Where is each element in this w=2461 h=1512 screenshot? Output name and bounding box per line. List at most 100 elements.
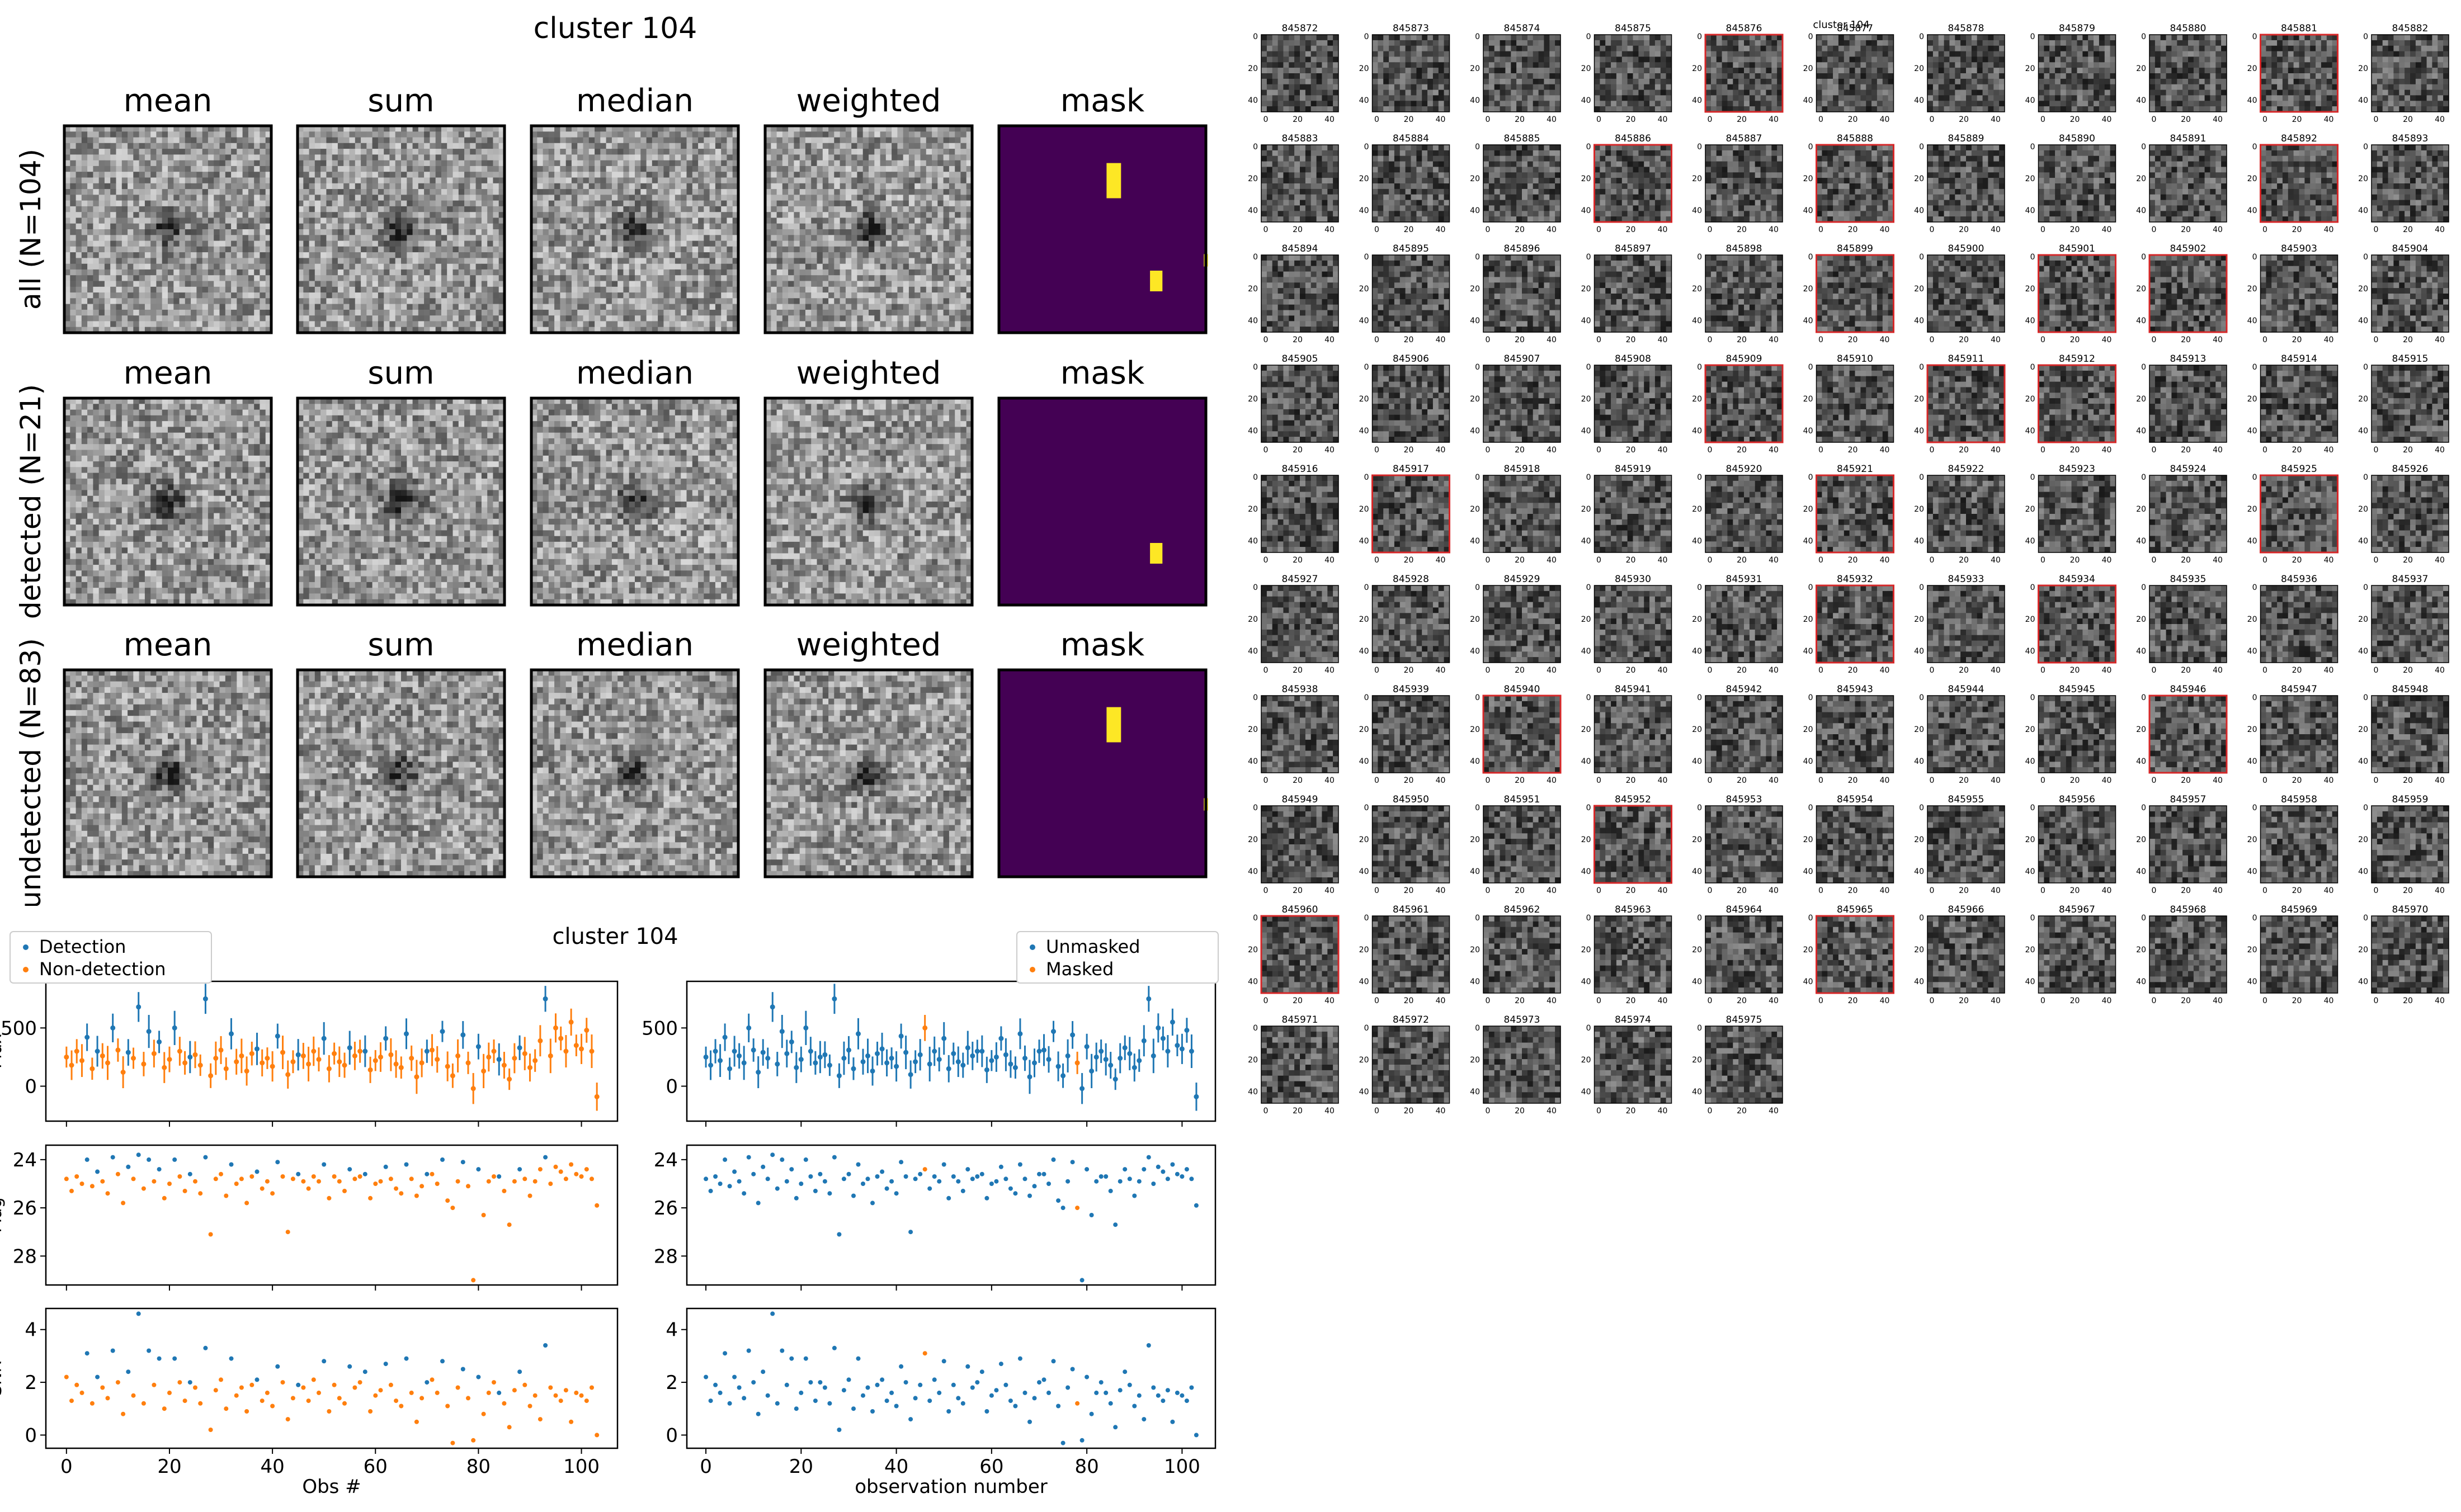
data-point <box>903 1174 908 1179</box>
cutout-ytick: 0 <box>1697 473 1702 482</box>
cutout-title: 845876 <box>1726 23 1762 34</box>
data-point <box>419 1060 425 1066</box>
cutout-ytick: 0 <box>2141 363 2146 372</box>
data-point <box>861 1182 865 1186</box>
cutout-ytick: 20 <box>1803 505 1813 514</box>
data-point <box>84 1157 89 1162</box>
cutout-xtick: 0 <box>1486 886 1491 895</box>
cutout-xtick: 40 <box>2102 666 2112 675</box>
cutout-xtick: 0 <box>1818 886 1823 895</box>
data-point <box>756 1201 761 1206</box>
data-point <box>818 1380 823 1385</box>
cutout-xtick: 20 <box>2292 666 2302 675</box>
stamp-panel-sum <box>296 668 506 878</box>
data-point <box>317 1179 321 1184</box>
cutout-ytick: 40 <box>1470 757 1480 766</box>
cutout-xtick: 40 <box>1547 446 1557 455</box>
data-point <box>704 1374 709 1379</box>
cutout-ytick: 20 <box>1359 174 1369 183</box>
data-point <box>455 1385 460 1390</box>
cutout-xtick: 20 <box>1293 666 1303 675</box>
cutout-title: 845906 <box>1393 353 1429 365</box>
data-point <box>784 1179 789 1184</box>
stamp-panel-mean <box>63 124 273 334</box>
cutout-xtick: 40 <box>2435 996 2445 1005</box>
cutout-xtick: 40 <box>2324 225 2334 234</box>
data-point <box>1022 1056 1027 1061</box>
cutout-title: 845897 <box>1615 243 1651 254</box>
data-point <box>573 1043 579 1048</box>
cutout-ytick: 0 <box>1586 804 1591 812</box>
data-point <box>846 1377 851 1382</box>
cutout-xtick: 20 <box>2070 225 2080 234</box>
cutout-xtick: 0 <box>1930 996 1935 1005</box>
cutout-ytick: 0 <box>1586 583 1591 592</box>
cutout-xtick: 0 <box>2040 996 2045 1005</box>
data-point <box>998 1036 1004 1041</box>
cutout-ytick: 0 <box>1364 143 1369 152</box>
data-point <box>742 1396 747 1401</box>
xtick-label: 80 <box>1075 1456 1099 1478</box>
cutout-ytick: 40 <box>2358 867 2368 876</box>
data-point <box>110 1155 115 1160</box>
cutout-xtick: 40 <box>2102 115 2112 124</box>
cutout-xtick: 40 <box>1880 776 1890 785</box>
data-point <box>548 1385 553 1390</box>
data-point <box>732 1374 737 1379</box>
data-point <box>732 1169 737 1174</box>
cutout-xtick: 20 <box>1737 666 1747 675</box>
axes-frame <box>686 1307 1217 1449</box>
cutout-frame <box>1371 365 1450 443</box>
cutout-ytick: 0 <box>2030 143 2035 152</box>
cutout-ytick: 0 <box>2252 473 2257 482</box>
data-point <box>1085 1374 1090 1379</box>
data-point <box>295 1052 301 1057</box>
cutout-xtick: 0 <box>1596 446 1601 455</box>
data-point <box>1175 1171 1180 1176</box>
cutout-ytick: 0 <box>1364 804 1369 812</box>
cutout-ytick: 0 <box>1253 1024 1258 1033</box>
data-point <box>1027 1419 1032 1424</box>
cutout-ytick: 20 <box>1248 395 1258 404</box>
data-point <box>373 1058 378 1064</box>
cutout-xtick: 40 <box>1769 776 1779 785</box>
cutout-title: 845899 <box>1837 243 1873 254</box>
cutout-xtick: 0 <box>1374 336 1379 344</box>
data-point <box>970 1385 975 1390</box>
cutout-title: 845975 <box>1726 1014 1762 1026</box>
data-point <box>989 1182 994 1186</box>
cutout-frame <box>1816 34 1894 112</box>
cutout-xtick: 20 <box>1959 996 1969 1005</box>
data-point <box>1170 1162 1175 1167</box>
x-axis-label: observation number <box>855 1476 1048 1498</box>
data-point <box>1055 1064 1061 1069</box>
cutout-title: 845934 <box>2059 574 2095 585</box>
cutout-frame <box>1483 1026 1561 1104</box>
cutout-xtick: 20 <box>2070 996 2080 1005</box>
data-point <box>822 1052 828 1057</box>
data-point <box>889 1179 894 1184</box>
cutout-ytick: 40 <box>1914 206 1924 215</box>
mask-background <box>999 126 1206 333</box>
cutout-xtick: 40 <box>1658 776 1668 785</box>
data-point <box>1099 1174 1104 1179</box>
data-point <box>1104 1390 1109 1395</box>
cutout-ytick: 0 <box>1475 693 1480 702</box>
data-point <box>74 1382 79 1387</box>
cutout-xtick: 20 <box>1959 666 1969 675</box>
cutout-ytick: 0 <box>1808 693 1813 702</box>
cutout-ytick: 40 <box>1470 316 1480 325</box>
cutout-ytick: 0 <box>1697 32 1702 41</box>
cutout-ytick: 0 <box>2363 143 2368 152</box>
cutout-xtick: 0 <box>1708 776 1713 785</box>
data-point <box>475 1044 481 1050</box>
cutout-frame <box>1261 475 1339 553</box>
data-point <box>894 1064 899 1069</box>
data-point <box>993 1054 999 1060</box>
